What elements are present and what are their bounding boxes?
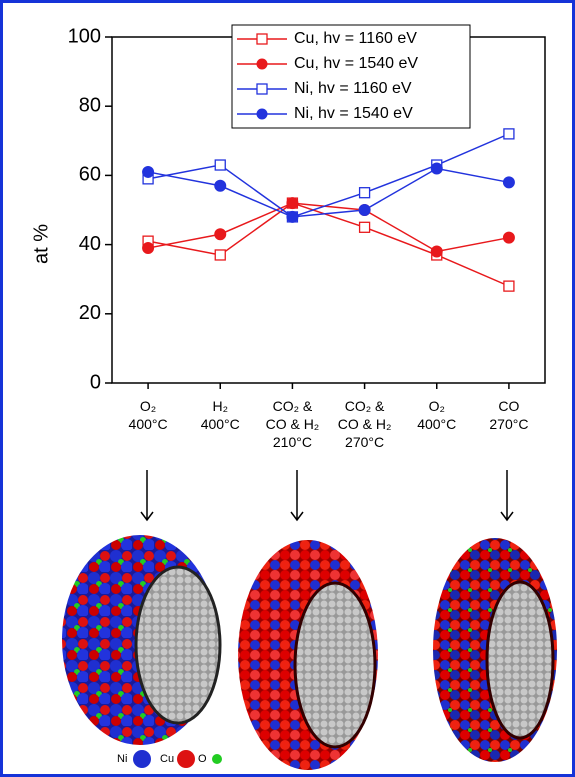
point <box>503 280 515 292</box>
series-line <box>147 202 510 253</box>
y-tick-label: 0 <box>90 371 101 393</box>
x-tick-label: H₂ 400°C <box>201 398 240 432</box>
point <box>142 165 155 178</box>
point <box>358 187 371 199</box>
legend-o: O <box>198 753 207 765</box>
point <box>214 179 227 192</box>
y-tick-label: 60 <box>79 164 101 186</box>
legend-label: Ni, hv = 1160 eV <box>294 80 412 97</box>
point <box>502 176 515 189</box>
y-tick-label: 80 <box>79 94 101 116</box>
x-tick-label: O₂ 400°C <box>129 398 168 432</box>
particle-3 <box>433 538 557 762</box>
point <box>214 159 226 171</box>
particle-2 <box>238 540 378 770</box>
point <box>502 231 515 244</box>
point <box>430 245 443 258</box>
x-tick-label: CO 270°C <box>489 398 528 432</box>
y-axis-label: at % <box>30 224 52 264</box>
x-tick-label: CO₂ & CO & H₂ 270°C <box>338 398 392 450</box>
legend-marker <box>256 33 268 45</box>
particle-legend: Ni Cu O <box>117 750 222 768</box>
point <box>503 128 515 140</box>
series-line <box>147 167 510 218</box>
x-tick-label: O₂ 400°C <box>417 398 456 432</box>
x-tick-label: CO₂ & CO & H₂ 210°C <box>266 398 320 450</box>
point <box>142 242 155 255</box>
y-tick-label: 20 <box>79 302 101 324</box>
point <box>430 162 443 175</box>
y-tick-label: 40 <box>79 233 101 255</box>
point <box>358 204 371 216</box>
legend-marker <box>256 83 268 95</box>
series-line <box>147 202 510 287</box>
point <box>286 197 299 210</box>
legend-label: Cu, hv = 1540 eV <box>294 55 418 72</box>
series-line <box>147 133 510 218</box>
point <box>286 210 299 223</box>
particle-1 <box>62 535 222 745</box>
legend-marker <box>256 108 268 120</box>
legend-label: Cu, hv = 1160 eV <box>294 30 417 47</box>
legend-box <box>231 24 471 129</box>
legend-cu: Cu <box>160 753 174 765</box>
legend-ni: Ni <box>117 753 127 765</box>
legend-marker <box>256 58 268 70</box>
y-tick-label: 100 <box>68 25 101 47</box>
point <box>214 249 226 261</box>
point <box>358 221 371 233</box>
legend-label: Ni, hv = 1540 eV <box>294 105 413 122</box>
point <box>214 228 227 241</box>
arrows <box>140 470 514 522</box>
